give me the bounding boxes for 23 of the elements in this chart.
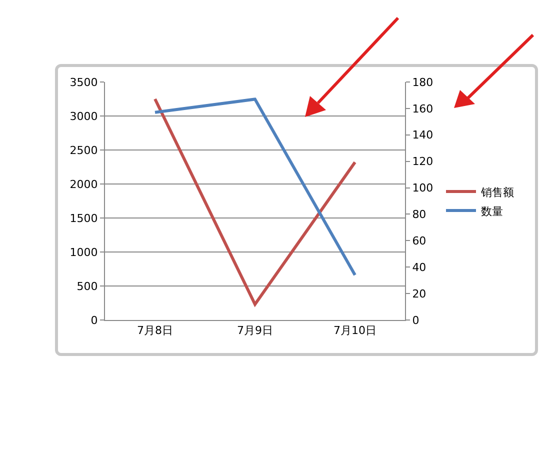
- x-tick-label: 7月8日: [137, 324, 173, 338]
- y2-tick-label: 100: [412, 182, 434, 195]
- y-tick-label: 500: [76, 280, 98, 293]
- y-tick-label: 1500: [70, 212, 98, 225]
- y-tick-label: 3500: [70, 76, 98, 89]
- y2-tick-label: 60: [412, 234, 426, 248]
- y2-tick-label: 20: [412, 287, 426, 300]
- legend-label: 数量: [481, 204, 503, 218]
- y-tick-label: 0: [90, 314, 98, 327]
- y2-tick-label: 40: [412, 260, 426, 274]
- y2-tick-label: 160: [412, 102, 434, 116]
- y2-tick-label: 180: [412, 76, 434, 89]
- y2-tick-label: 120: [412, 155, 434, 168]
- legend-label: 销售额: [480, 186, 514, 199]
- y2-tick-label: 0: [412, 314, 420, 327]
- x-tick-label: 7月9日: [237, 324, 273, 338]
- y2-tick-label: 140: [412, 128, 434, 142]
- y-tick-label: 1000: [70, 246, 98, 259]
- y-tick-label: 2500: [70, 144, 98, 157]
- y-tick-label: 2000: [70, 178, 98, 191]
- y2-tick-label: 80: [412, 208, 426, 222]
- y-tick-label: 3000: [70, 110, 98, 123]
- x-tick-label: 7月10日: [334, 324, 376, 338]
